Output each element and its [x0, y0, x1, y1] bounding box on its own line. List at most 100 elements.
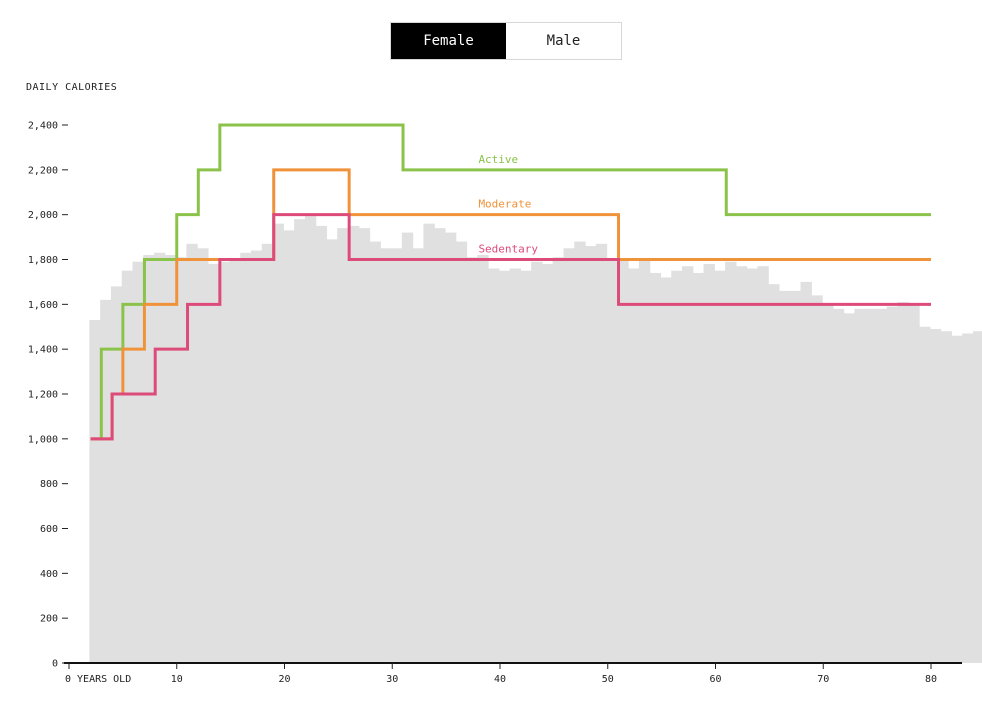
histogram-bar	[229, 259, 241, 663]
histogram-bar	[574, 241, 586, 663]
y-tick-label: 200	[40, 614, 58, 625]
histogram-bar	[929, 328, 942, 663]
histogram-bar	[552, 257, 565, 663]
male-button[interactable]: Male	[506, 23, 621, 59]
histogram-bar	[477, 255, 489, 663]
series-label-sedentary: Sedentary	[478, 243, 538, 256]
histogram-bar	[207, 263, 220, 663]
histogram-bar	[682, 266, 694, 663]
histogram-bar	[164, 255, 177, 663]
histogram-bar	[520, 270, 532, 663]
histogram-bar	[725, 261, 737, 663]
histogram-bar	[175, 257, 187, 663]
histogram-bar	[110, 286, 123, 663]
histogram-bar	[412, 248, 425, 664]
histogram-bar	[326, 239, 338, 663]
histogram-bar	[735, 266, 748, 663]
series-label-active: Active	[478, 153, 518, 166]
x-tick-label: 10	[171, 674, 183, 685]
histogram-bar	[121, 270, 134, 663]
x-tick-label: 70	[817, 674, 829, 685]
histogram-bar	[186, 243, 198, 663]
histogram-bar	[197, 248, 209, 664]
histogram-bar	[369, 241, 381, 663]
histogram-bar	[455, 241, 468, 663]
x-tick-label: 50	[602, 674, 614, 685]
histogram-bar	[811, 295, 823, 663]
histogram-bar	[940, 331, 952, 663]
histogram-bar	[466, 257, 478, 663]
histogram-bar	[886, 306, 899, 663]
histogram-bar	[800, 281, 812, 663]
histogram-bar	[671, 270, 683, 663]
histogram-bar	[434, 228, 446, 663]
series-line-sedentary	[90, 213, 931, 441]
histogram-bar	[660, 277, 672, 663]
histogram-bar	[294, 219, 306, 663]
histogram-bar	[304, 214, 317, 664]
y-tick-label: 600	[40, 524, 58, 535]
histogram-bar	[488, 268, 500, 663]
y-axis-title: DAILY CALORIES	[26, 82, 118, 93]
histogram-bar	[617, 259, 629, 663]
histogram-bar	[638, 259, 651, 663]
histogram-bar	[606, 259, 618, 663]
histogram-bar	[509, 268, 521, 663]
series-label-moderate: Moderate	[478, 198, 531, 211]
female-button[interactable]: Female	[391, 23, 506, 59]
histogram-bar	[595, 243, 608, 663]
y-tick-label: 2,400	[28, 121, 58, 132]
histogram-bar	[908, 304, 920, 663]
histogram-bar	[714, 270, 726, 663]
histogram-bar	[272, 223, 284, 663]
y-tick-label: 2,200	[28, 165, 58, 176]
histogram-bar	[919, 326, 931, 663]
histogram-bar	[822, 304, 834, 663]
histogram-bar	[962, 333, 974, 663]
histogram-bar	[132, 261, 144, 663]
histogram-bar	[401, 232, 414, 663]
histogram-bar	[380, 248, 392, 664]
histogram-bar	[218, 261, 231, 663]
histogram-bar	[444, 232, 457, 663]
histogram-bar	[897, 302, 909, 663]
histogram-bar	[865, 308, 877, 663]
y-tick-label: 400	[40, 569, 58, 580]
y-tick-label: 1,000	[28, 434, 58, 445]
y-tick-label: 2,000	[28, 210, 58, 221]
y-tick-label: 1,200	[28, 390, 58, 401]
histogram-bar	[778, 290, 791, 663]
histogram-bar	[789, 290, 802, 663]
histogram-bar	[358, 228, 371, 663]
histogram-bar	[951, 335, 963, 663]
y-tick-label: 1,400	[28, 345, 58, 356]
histogram-bar	[531, 261, 543, 663]
x-tick-label: 30	[386, 674, 398, 685]
x-tick-label: 60	[709, 674, 721, 685]
y-tick-label: 0	[52, 659, 58, 670]
histogram-bar	[757, 266, 769, 663]
histogram-bar	[768, 284, 780, 663]
histogram-bar	[100, 299, 112, 663]
histogram-bar	[563, 248, 575, 664]
histogram-bar	[692, 272, 705, 663]
histogram-bar	[240, 252, 252, 663]
histogram-bar	[832, 308, 845, 663]
histogram-bar	[498, 270, 511, 663]
histogram-bar	[283, 230, 295, 664]
gender-toggle: Female Male	[390, 22, 622, 60]
y-tick-label: 1,600	[28, 300, 58, 311]
x-tick-label: 0 YEARS OLD	[65, 674, 131, 685]
histogram-bar	[251, 250, 263, 663]
x-tick-label: 20	[278, 674, 290, 685]
histogram-bar	[89, 320, 101, 663]
histogram-bar	[391, 248, 403, 664]
histogram-bar	[337, 228, 349, 663]
y-tick-label: 1,800	[28, 255, 58, 266]
histogram-bar	[843, 313, 856, 663]
histogram-bar	[649, 272, 662, 663]
histogram-bar	[746, 268, 759, 663]
histogram-bar	[154, 252, 166, 663]
histogram-bar	[628, 268, 640, 663]
histogram-bar	[261, 243, 274, 663]
